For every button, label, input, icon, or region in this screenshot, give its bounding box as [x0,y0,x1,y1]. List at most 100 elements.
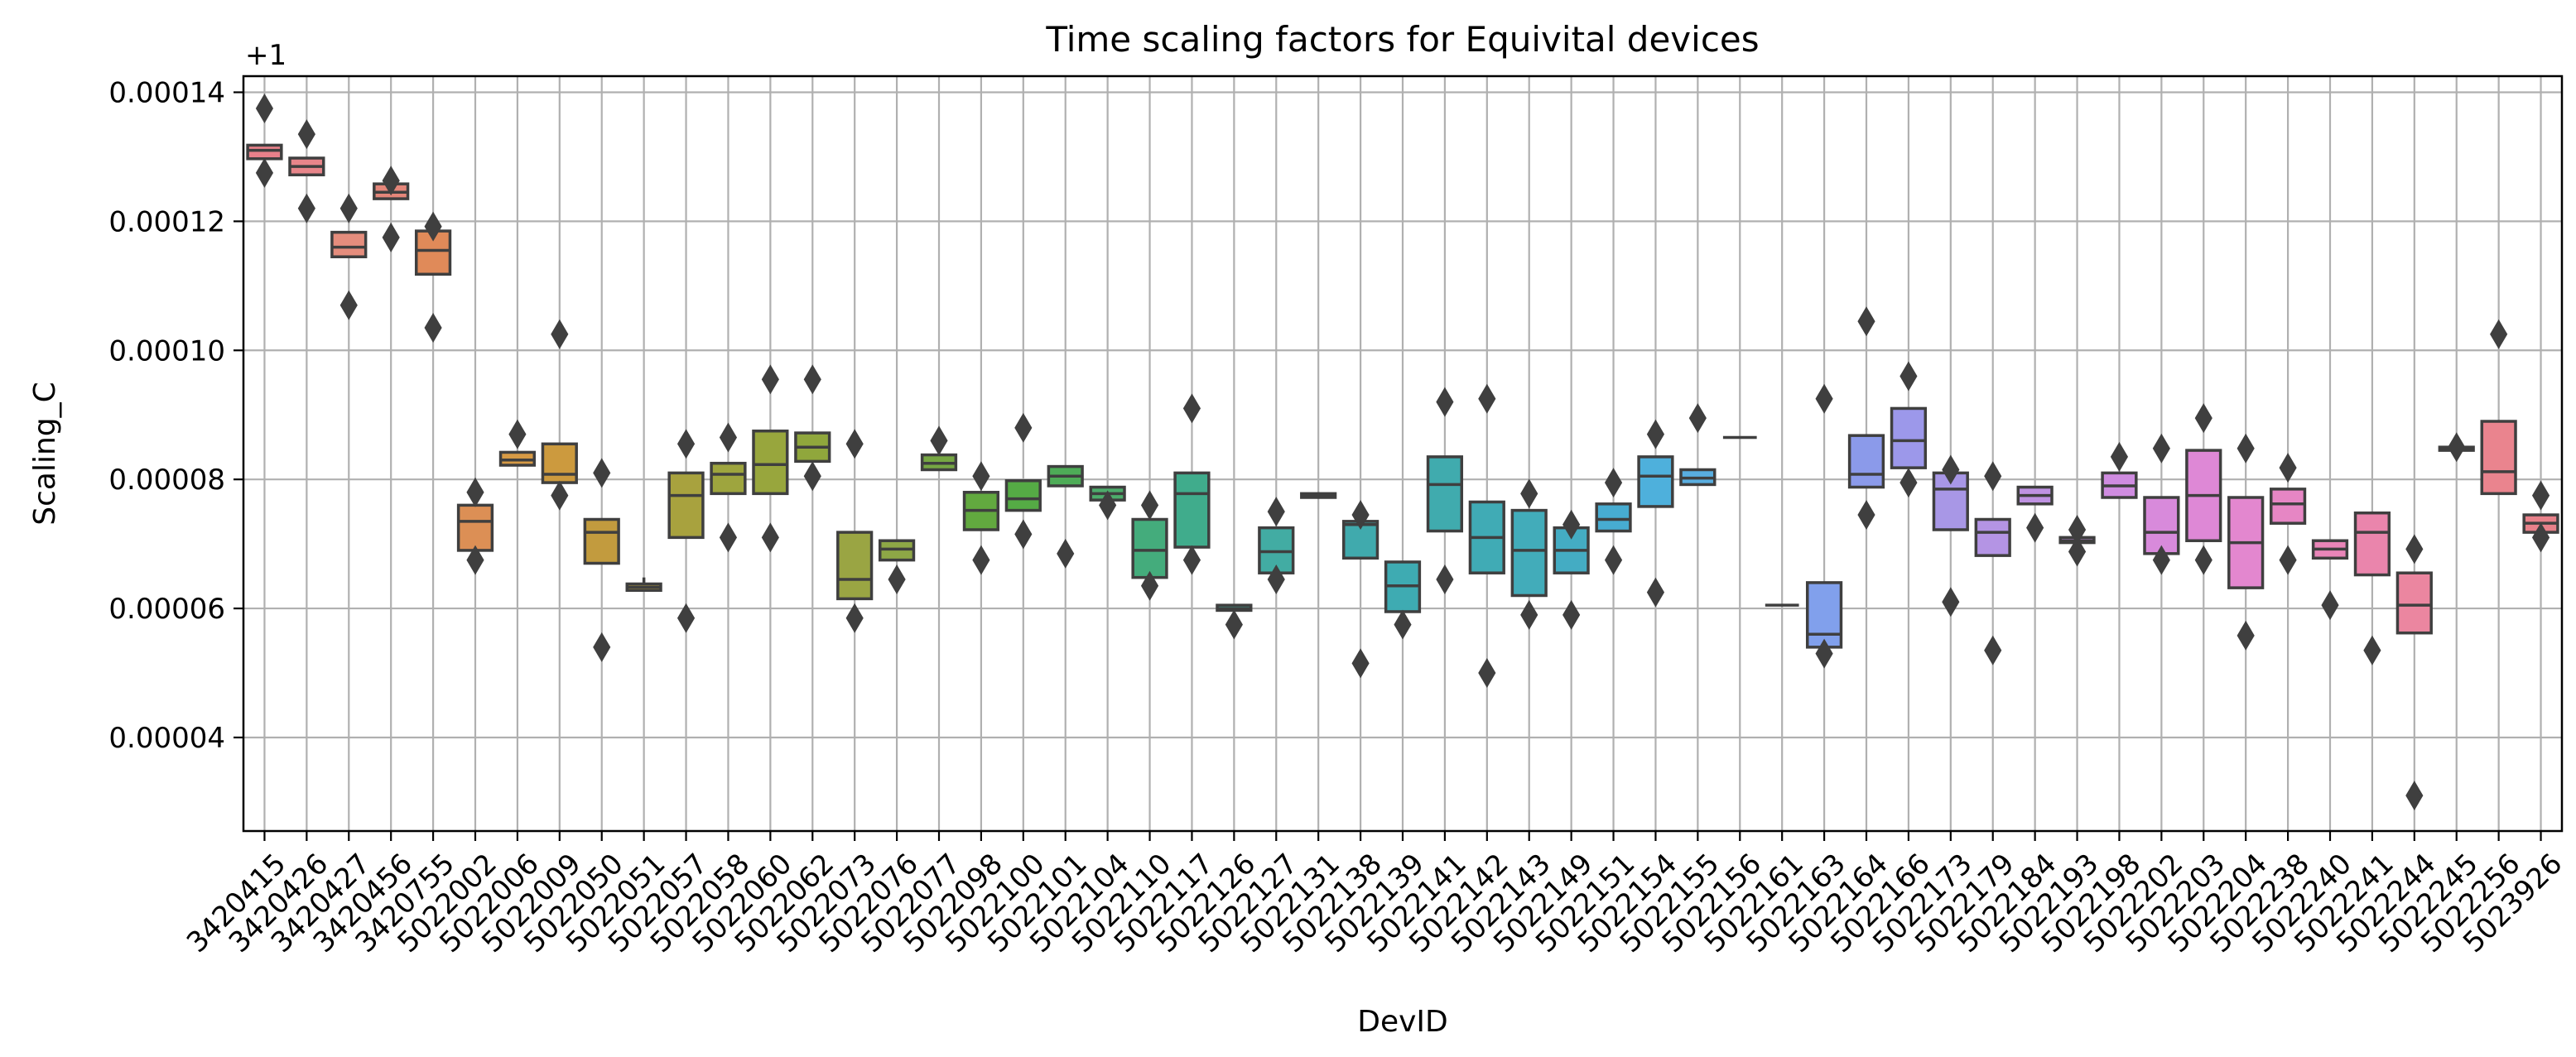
box-5022154 [1637,419,1674,608]
outlier-point [2363,635,2381,665]
iqr-box [836,531,874,601]
box-5022204 [2227,433,2265,651]
outlier-point [1562,599,1581,630]
outlier-point [339,193,358,223]
outlier-point [466,477,484,507]
outlier-point [972,461,990,492]
outlier-point [424,211,442,242]
outlier-point [424,313,442,343]
outlier-point [1899,361,1918,392]
box-5022127 [1258,497,1295,594]
outlier-point [2321,590,2339,621]
outlier-point [677,603,696,633]
outlier-point [719,522,738,553]
outlier-point [1604,468,1623,498]
box-5022198 [2101,441,2138,499]
iqr-box [583,517,620,565]
box-5022193 [2058,514,2096,567]
outlier-point [803,461,821,492]
outlier-point [1520,599,1538,630]
outlier-point [845,603,864,633]
outlier-point [255,157,274,188]
box-5022076 [878,539,916,594]
outlier-point [1562,509,1581,540]
outlier-point [1604,545,1623,575]
outlier-point [677,429,696,459]
outlier-point [2068,536,2087,567]
outlier-point [1942,454,1960,485]
iqr-box [1173,471,1211,549]
outlier-point [339,290,358,320]
box-5022164 [1847,306,1885,531]
outlier-point [255,93,274,123]
iqr-box [1974,517,2011,557]
iqr-box [456,503,494,552]
box-3420755 [414,211,452,343]
iqr-box [330,230,368,259]
box-series [246,93,2559,811]
box-5022179 [1974,461,2011,665]
y-tick-label: 0.00014 [108,76,225,109]
outlier-point [1182,545,1201,575]
iqr-box [1004,478,1042,512]
box-5022110 [1131,490,1168,601]
outlier-point [1057,538,1075,569]
iqr-box [710,461,747,496]
box-5022141 [1426,387,1464,594]
outlier-point [930,425,948,456]
outlier-point [2405,781,2424,811]
y-axis-offset-label: +1 [245,39,286,72]
outlier-point [1140,490,1159,521]
box-5022057 [667,429,705,633]
outlier-point [382,166,400,196]
iqr-box [1805,581,1843,649]
box-5022131 [1300,492,1337,499]
outlier-point [1351,648,1370,679]
box-5022117 [1173,393,1211,575]
outlier-point [2531,480,2550,511]
box-5022002 [456,477,494,575]
box-5022238 [2269,453,2307,575]
outlier-point [2279,453,2297,483]
box-5022203 [2185,403,2222,575]
outlier-point [466,545,484,575]
iqr-box [752,429,789,496]
iqr-box [2269,488,2307,525]
box-5022100 [1004,412,1042,550]
box-5022244 [2395,534,2433,811]
y-tick-label: 0.00010 [108,334,225,368]
box-3420427 [330,193,368,320]
outlier-point [2068,514,2087,545]
y-tick-label: 0.00004 [108,722,225,755]
y-tick-label: 0.00006 [108,593,225,626]
outlier-point [1646,577,1665,608]
iqr-box [1426,455,1464,533]
outlier-point [803,364,821,395]
iqr-box [1510,508,1548,598]
outlier-point [2531,522,2550,553]
outlier-point [1984,635,2002,665]
box-5022149 [1553,509,1590,630]
outlier-point [2237,433,2255,464]
outlier-point [719,422,738,453]
box-5022163 [1805,383,1843,669]
outlier-point [1394,609,1412,640]
box-5022166 [1890,361,1928,498]
outlier-point [1351,500,1370,531]
outlier-point [1646,419,1665,449]
box-5022060 [752,364,789,553]
outlier-point [1942,587,1960,617]
outlier-point [297,119,315,150]
x-axis-title: DevID [1357,1005,1448,1039]
iqr-box [1890,406,1928,469]
outlier-point [1014,519,1033,550]
outlier-point [551,480,569,511]
iqr-box [1637,455,1674,508]
iqr-box [2143,496,2180,555]
y-tick-label: 0.00008 [108,464,225,497]
box-5022126 [1216,603,1253,640]
box-5022173 [1932,454,1969,617]
iqr-box [541,442,578,484]
outlier-point [1436,565,1454,594]
